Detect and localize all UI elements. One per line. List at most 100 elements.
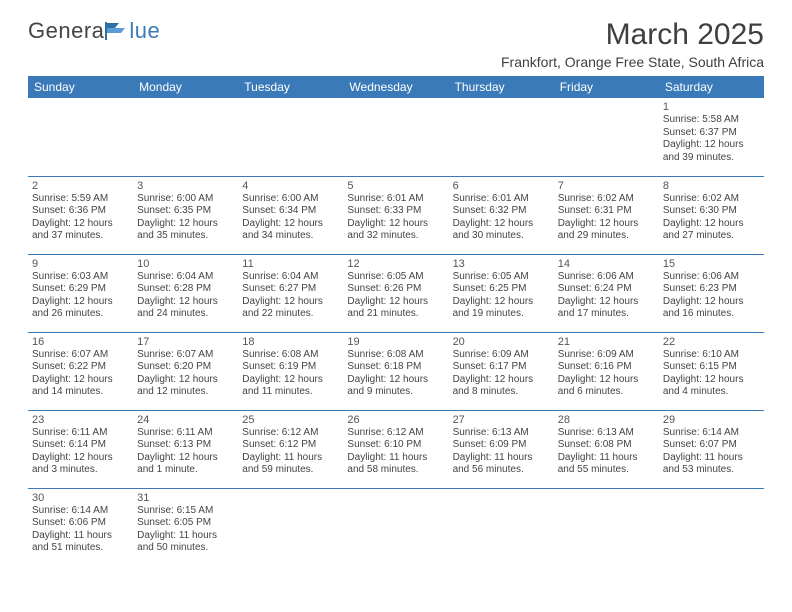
calendar-row: 23Sunrise: 6:11 AMSunset: 6:14 PMDayligh… <box>28 410 764 488</box>
weekday-saturday: Saturday <box>659 76 764 98</box>
calendar-cell: 13Sunrise: 6:05 AMSunset: 6:25 PMDayligh… <box>449 254 554 332</box>
day-number: 3 <box>137 180 234 192</box>
day-info: Sunrise: 6:05 AMSunset: 6:25 PMDaylight:… <box>453 271 550 321</box>
day-info: Sunrise: 6:00 AMSunset: 6:35 PMDaylight:… <box>137 193 234 243</box>
calendar-cell: 15Sunrise: 6:06 AMSunset: 6:23 PMDayligh… <box>659 254 764 332</box>
day-number: 16 <box>32 336 129 348</box>
calendar-cell: 18Sunrise: 6:08 AMSunset: 6:19 PMDayligh… <box>238 332 343 410</box>
day-info: Sunrise: 6:14 AMSunset: 6:06 PMDaylight:… <box>32 505 129 555</box>
calendar-page: Genera lue March 2025 Frankfort, Orange … <box>0 0 792 576</box>
day-number: 30 <box>32 492 129 504</box>
day-number: 26 <box>347 414 444 426</box>
day-info: Sunrise: 6:04 AMSunset: 6:27 PMDaylight:… <box>242 271 339 321</box>
day-number: 19 <box>347 336 444 348</box>
day-info: Sunrise: 6:09 AMSunset: 6:16 PMDaylight:… <box>558 349 655 399</box>
day-number: 6 <box>453 180 550 192</box>
calendar-cell: 20Sunrise: 6:09 AMSunset: 6:17 PMDayligh… <box>449 332 554 410</box>
day-info: Sunrise: 6:02 AMSunset: 6:31 PMDaylight:… <box>558 193 655 243</box>
day-info: Sunrise: 6:14 AMSunset: 6:07 PMDaylight:… <box>663 427 760 477</box>
day-info: Sunrise: 6:00 AMSunset: 6:34 PMDaylight:… <box>242 193 339 243</box>
calendar-cell-empty <box>659 488 764 566</box>
calendar-cell: 8Sunrise: 6:02 AMSunset: 6:30 PMDaylight… <box>659 176 764 254</box>
calendar-cell: 31Sunrise: 6:15 AMSunset: 6:05 PMDayligh… <box>133 488 238 566</box>
day-number: 14 <box>558 258 655 270</box>
calendar-cell: 9Sunrise: 6:03 AMSunset: 6:29 PMDaylight… <box>28 254 133 332</box>
day-number: 20 <box>453 336 550 348</box>
calendar-cell-empty <box>343 98 448 176</box>
calendar-cell: 19Sunrise: 6:08 AMSunset: 6:18 PMDayligh… <box>343 332 448 410</box>
day-info: Sunrise: 5:58 AMSunset: 6:37 PMDaylight:… <box>663 114 760 164</box>
calendar-table: Sunday Monday Tuesday Wednesday Thursday… <box>28 76 764 566</box>
weekday-header-row: Sunday Monday Tuesday Wednesday Thursday… <box>28 76 764 98</box>
calendar-cell: 27Sunrise: 6:13 AMSunset: 6:09 PMDayligh… <box>449 410 554 488</box>
day-info: Sunrise: 6:09 AMSunset: 6:17 PMDaylight:… <box>453 349 550 399</box>
calendar-cell: 7Sunrise: 6:02 AMSunset: 6:31 PMDaylight… <box>554 176 659 254</box>
day-info: Sunrise: 6:13 AMSunset: 6:09 PMDaylight:… <box>453 427 550 477</box>
day-number: 2 <box>32 180 129 192</box>
calendar-cell: 2Sunrise: 5:59 AMSunset: 6:36 PMDaylight… <box>28 176 133 254</box>
day-info: Sunrise: 6:12 AMSunset: 6:12 PMDaylight:… <box>242 427 339 477</box>
calendar-body: 1Sunrise: 5:58 AMSunset: 6:37 PMDaylight… <box>28 98 764 566</box>
weekday-monday: Monday <box>133 76 238 98</box>
day-number: 10 <box>137 258 234 270</box>
calendar-cell: 29Sunrise: 6:14 AMSunset: 6:07 PMDayligh… <box>659 410 764 488</box>
day-info: Sunrise: 6:08 AMSunset: 6:19 PMDaylight:… <box>242 349 339 399</box>
calendar-cell-empty <box>449 488 554 566</box>
weekday-sunday: Sunday <box>28 76 133 98</box>
calendar-cell: 10Sunrise: 6:04 AMSunset: 6:28 PMDayligh… <box>133 254 238 332</box>
day-number: 9 <box>32 258 129 270</box>
day-info: Sunrise: 5:59 AMSunset: 6:36 PMDaylight:… <box>32 193 129 243</box>
logo-text-part1: Genera <box>28 18 104 44</box>
calendar-cell-empty <box>554 98 659 176</box>
day-number: 27 <box>453 414 550 426</box>
calendar-cell: 28Sunrise: 6:13 AMSunset: 6:08 PMDayligh… <box>554 410 659 488</box>
day-info: Sunrise: 6:05 AMSunset: 6:26 PMDaylight:… <box>347 271 444 321</box>
calendar-cell-empty <box>238 98 343 176</box>
calendar-cell: 26Sunrise: 6:12 AMSunset: 6:10 PMDayligh… <box>343 410 448 488</box>
day-number: 13 <box>453 258 550 270</box>
logo-text-part2: lue <box>129 18 160 44</box>
day-number: 4 <box>242 180 339 192</box>
day-info: Sunrise: 6:10 AMSunset: 6:15 PMDaylight:… <box>663 349 760 399</box>
day-number: 21 <box>558 336 655 348</box>
calendar-cell-empty <box>449 98 554 176</box>
calendar-cell: 6Sunrise: 6:01 AMSunset: 6:32 PMDaylight… <box>449 176 554 254</box>
day-number: 1 <box>663 101 760 113</box>
day-info: Sunrise: 6:11 AMSunset: 6:13 PMDaylight:… <box>137 427 234 477</box>
logo-flag-icon <box>105 22 127 40</box>
calendar-cell: 17Sunrise: 6:07 AMSunset: 6:20 PMDayligh… <box>133 332 238 410</box>
weekday-wednesday: Wednesday <box>343 76 448 98</box>
day-number: 7 <box>558 180 655 192</box>
calendar-cell-empty <box>343 488 448 566</box>
day-info: Sunrise: 6:01 AMSunset: 6:32 PMDaylight:… <box>453 193 550 243</box>
day-info: Sunrise: 6:06 AMSunset: 6:23 PMDaylight:… <box>663 271 760 321</box>
day-number: 31 <box>137 492 234 504</box>
calendar-row: 2Sunrise: 5:59 AMSunset: 6:36 PMDaylight… <box>28 176 764 254</box>
calendar-cell: 11Sunrise: 6:04 AMSunset: 6:27 PMDayligh… <box>238 254 343 332</box>
calendar-cell-empty <box>238 488 343 566</box>
day-number: 17 <box>137 336 234 348</box>
calendar-cell: 22Sunrise: 6:10 AMSunset: 6:15 PMDayligh… <box>659 332 764 410</box>
day-info: Sunrise: 6:07 AMSunset: 6:22 PMDaylight:… <box>32 349 129 399</box>
calendar-row: 30Sunrise: 6:14 AMSunset: 6:06 PMDayligh… <box>28 488 764 566</box>
day-info: Sunrise: 6:12 AMSunset: 6:10 PMDaylight:… <box>347 427 444 477</box>
calendar-cell: 14Sunrise: 6:06 AMSunset: 6:24 PMDayligh… <box>554 254 659 332</box>
day-number: 11 <box>242 258 339 270</box>
brand-logo: Genera lue <box>28 18 160 44</box>
day-number: 12 <box>347 258 444 270</box>
day-number: 25 <box>242 414 339 426</box>
calendar-cell: 23Sunrise: 6:11 AMSunset: 6:14 PMDayligh… <box>28 410 133 488</box>
day-number: 18 <box>242 336 339 348</box>
day-info: Sunrise: 6:08 AMSunset: 6:18 PMDaylight:… <box>347 349 444 399</box>
calendar-cell-empty <box>554 488 659 566</box>
calendar-row: 1Sunrise: 5:58 AMSunset: 6:37 PMDaylight… <box>28 98 764 176</box>
calendar-cell: 16Sunrise: 6:07 AMSunset: 6:22 PMDayligh… <box>28 332 133 410</box>
location-text: Frankfort, Orange Free State, South Afri… <box>501 54 764 70</box>
day-number: 22 <box>663 336 760 348</box>
day-info: Sunrise: 6:02 AMSunset: 6:30 PMDaylight:… <box>663 193 760 243</box>
calendar-cell-empty <box>28 98 133 176</box>
calendar-cell-empty <box>133 98 238 176</box>
calendar-row: 9Sunrise: 6:03 AMSunset: 6:29 PMDaylight… <box>28 254 764 332</box>
calendar-cell: 24Sunrise: 6:11 AMSunset: 6:13 PMDayligh… <box>133 410 238 488</box>
day-info: Sunrise: 6:07 AMSunset: 6:20 PMDaylight:… <box>137 349 234 399</box>
